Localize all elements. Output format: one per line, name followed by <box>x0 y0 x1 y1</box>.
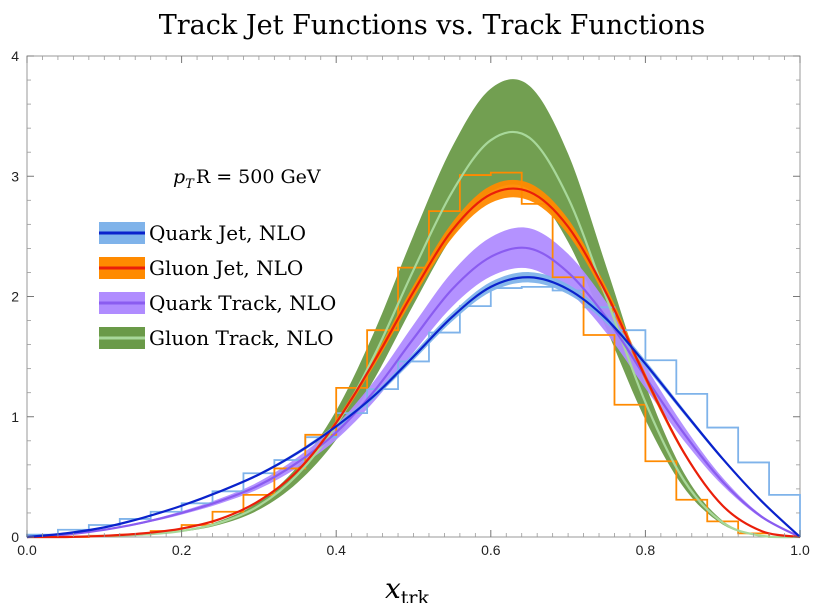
x-tick-label: 0.6 <box>481 542 501 558</box>
x-tick-label: 0.2 <box>172 542 192 558</box>
series-line-1 <box>26 187 801 539</box>
central-curves <box>26 130 801 539</box>
x-tick-label: 0.4 <box>326 542 346 558</box>
pt-r-annotation: pT R = 500 GeV <box>173 166 321 192</box>
series-line-0 <box>26 276 801 539</box>
band-2 <box>27 227 800 538</box>
legend-label-0: Quark Jet, NLO <box>149 221 306 245</box>
x-tick-label: 0.8 <box>636 542 656 558</box>
x-tick-label: 0.0 <box>17 542 37 558</box>
legend-label-3: Gluon Track, NLO <box>149 326 334 350</box>
legend-label-2: Quark Track, NLO <box>149 291 336 315</box>
plot-area: 0.0 0.2 0.4 0.6 0.8 1.0 0 1 2 3 4 <box>11 48 810 558</box>
x-axis-label: xtrk <box>385 572 430 603</box>
uncertainty-bands <box>27 79 800 538</box>
y-tick-label: 0 <box>11 529 19 545</box>
y-tick-label: 2 <box>11 289 19 305</box>
chart-title: Track Jet Functions vs. Track Functions <box>159 10 706 41</box>
series-line-3 <box>26 130 801 539</box>
y-tick-label: 3 <box>11 168 19 184</box>
axis-ticks: 0.0 0.2 0.4 0.6 0.8 1.0 0 1 2 3 4 <box>11 48 810 558</box>
x-tick-label: 1.0 <box>790 542 810 558</box>
series-line-2 <box>26 246 801 539</box>
y-tick-label: 1 <box>11 409 19 425</box>
legend-label-1: Gluon Jet, NLO <box>149 256 303 280</box>
legend: Quark Jet, NLO Gluon Jet, NLO Quark Track,… <box>99 221 336 350</box>
y-tick-label: 4 <box>11 48 19 64</box>
